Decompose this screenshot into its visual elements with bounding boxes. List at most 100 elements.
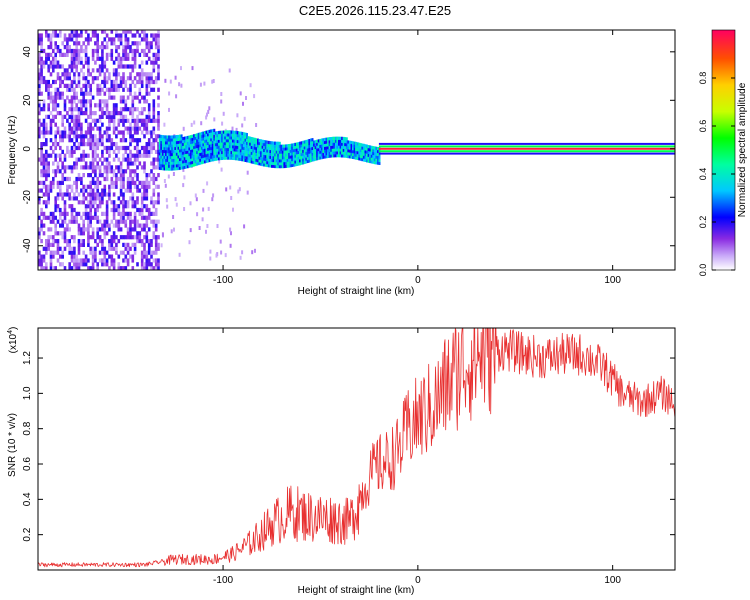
heatmap-cell: [157, 118, 160, 123]
heatmap-cell: [75, 161, 78, 166]
colorbar-label: Normalized spectral amplitude: [737, 82, 748, 217]
heatmap-cell: [94, 41, 97, 46]
heatmap-cell: [216, 139, 219, 144]
heatmap-cell: [150, 87, 153, 92]
heatmap-cell: [54, 87, 57, 92]
heatmap-cell: [119, 165, 123, 170]
heatmap-cell: [230, 150, 233, 154]
heatmap-cell: [157, 173, 160, 178]
heatmap-cell: [45, 200, 48, 205]
heatmap-cell: [77, 157, 81, 162]
heatmap-cell: [112, 68, 116, 73]
heatmap-cell: [80, 48, 83, 54]
y-tick-label: 0.2: [22, 527, 33, 541]
heatmap-cell: [342, 142, 345, 146]
heatmap-cell: [208, 138, 211, 142]
heatmap-cell: [152, 211, 156, 216]
heatmap-cell: [191, 140, 194, 144]
heatmap-cell: [221, 153, 224, 157]
heatmap-cell: [59, 188, 62, 193]
heatmap-cell: [157, 72, 160, 77]
heatmap-cell: [294, 151, 297, 155]
heatmap-cell: [227, 144, 230, 149]
heatmap-cell: [197, 150, 200, 154]
heatmap-cell: [205, 115, 208, 120]
heatmap-cell: [110, 142, 114, 147]
heatmap-cell: [89, 72, 92, 77]
heatmap-cell: [154, 184, 158, 189]
heatmap-cell: [61, 95, 64, 100]
heatmap-cell: [316, 157, 319, 161]
heatmap-cell: [101, 30, 104, 34]
heatmap-cell: [87, 91, 90, 96]
heatmap-cell: [63, 68, 67, 73]
heatmap-cell: [45, 56, 48, 61]
heatmap-cell: [303, 143, 306, 147]
heatmap-cell: [152, 118, 156, 123]
heatmap-cell: [274, 164, 277, 169]
heatmap-cell: [264, 160, 267, 164]
heatmap-cell: [117, 254, 121, 259]
heatmap-cell: [54, 215, 57, 220]
spectrogram-x-ticks: -100 0 100: [213, 30, 621, 286]
heatmap-cell: [172, 147, 175, 151]
heatmap-cell: [101, 122, 104, 127]
heatmap-cell: [143, 223, 146, 228]
heatmap-cell: [361, 158, 364, 162]
heatmap-cell: [131, 111, 135, 116]
heatmap-cell: [183, 139, 186, 143]
heatmap-cell: [266, 155, 269, 159]
heatmap-cell: [124, 211, 128, 216]
heatmap-cell: [94, 250, 97, 255]
heatmap-cell: [253, 146, 256, 150]
heatmap-cell: [40, 180, 43, 185]
heatmap-cell: [188, 141, 191, 145]
heatmap-cell: [319, 144, 322, 148]
heatmap-cell: [348, 152, 351, 156]
heatmap-cell: [91, 192, 95, 197]
heatmap-cell: [140, 60, 144, 65]
heatmap-cell: [108, 122, 111, 127]
heatmap-cell: [133, 157, 137, 162]
heatmap-cell: [210, 155, 213, 159]
heatmap-cell: [122, 87, 125, 92]
heatmap-cell: [252, 152, 255, 156]
heatmap-cell: [166, 144, 169, 148]
heatmap-cell: [239, 143, 242, 147]
heatmap-cell: [333, 139, 336, 143]
heatmap-cell: [105, 176, 109, 182]
heatmap-cell: [112, 126, 116, 131]
heatmap-cell: [161, 155, 164, 159]
heatmap-cell: [230, 133, 233, 137]
heatmap-cell: [242, 149, 245, 153]
heatmap-cell: [75, 118, 78, 123]
heatmap-cell: [157, 45, 160, 50]
heatmap-cell: [42, 231, 46, 236]
heatmap-cell: [75, 68, 78, 73]
heatmap-cell: [66, 192, 69, 197]
heatmap-cell: [96, 56, 99, 61]
heatmap-cell: [138, 231, 142, 236]
heatmap-cell: [370, 157, 373, 161]
heatmap-cell: [161, 232, 164, 237]
heatmap-cell: [91, 176, 95, 182]
heatmap-cell: [59, 153, 62, 158]
heatmap-cell: [157, 126, 160, 131]
heatmap-cell: [253, 143, 256, 147]
heatmap-cell: [152, 68, 156, 73]
heatmap-cell: [140, 79, 144, 85]
heatmap-cell: [112, 95, 116, 100]
heatmap-cell: [112, 266, 116, 270]
heatmap-cell: [150, 161, 153, 166]
heatmap-cell: [224, 144, 227, 149]
heatmap-cell: [38, 126, 41, 131]
heatmap-cell: [169, 79, 172, 84]
heatmap-cell: [308, 159, 311, 163]
heatmap-cell: [348, 146, 351, 150]
heatmap-cell: [143, 52, 146, 57]
heatmap-cell: [105, 145, 109, 151]
heatmap-cell: [38, 188, 41, 193]
heatmap-cell: [91, 204, 95, 209]
heatmap-cell: [164, 183, 167, 188]
heatmap-cell: [257, 150, 259, 154]
